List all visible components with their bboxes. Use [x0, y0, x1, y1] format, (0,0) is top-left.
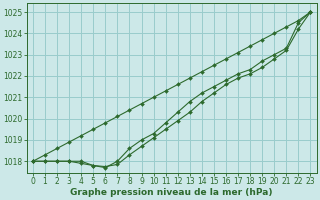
X-axis label: Graphe pression niveau de la mer (hPa): Graphe pression niveau de la mer (hPa) [70, 188, 273, 197]
